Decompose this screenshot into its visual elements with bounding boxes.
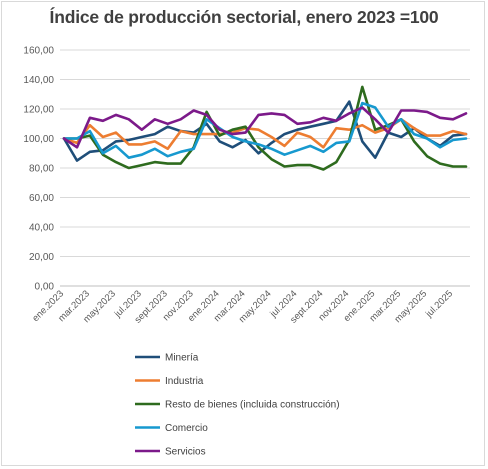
legend-label: Resto de bienes (incluida construcción)	[165, 400, 340, 411]
y-tick-label: 80,00	[29, 164, 54, 175]
y-tick-label: 120,00	[23, 105, 54, 116]
x-tick-label: jul.2025	[423, 288, 455, 320]
y-tick-label: 100,00	[23, 134, 54, 145]
legend-label: Industria	[165, 376, 204, 387]
chart-title: Índice de producción sectorial, enero 20…	[49, 7, 439, 27]
y-tick-label: 20,00	[29, 252, 54, 263]
legend-label: Comercio	[165, 423, 208, 434]
y-tick-label: 60,00	[29, 193, 54, 204]
y-tick-label: 0,00	[35, 282, 55, 293]
legend-label: Minería	[165, 353, 199, 364]
y-tick-label: 160,00	[23, 46, 54, 57]
legend-label: Servicios	[165, 447, 206, 458]
series-line-5	[62, 106, 468, 149]
series-line-4	[62, 101, 468, 159]
series-line-3	[62, 85, 468, 171]
y-tick-label: 140,00	[23, 75, 54, 86]
y-tick-label: 40,00	[29, 223, 54, 234]
series-line-1	[62, 100, 468, 162]
